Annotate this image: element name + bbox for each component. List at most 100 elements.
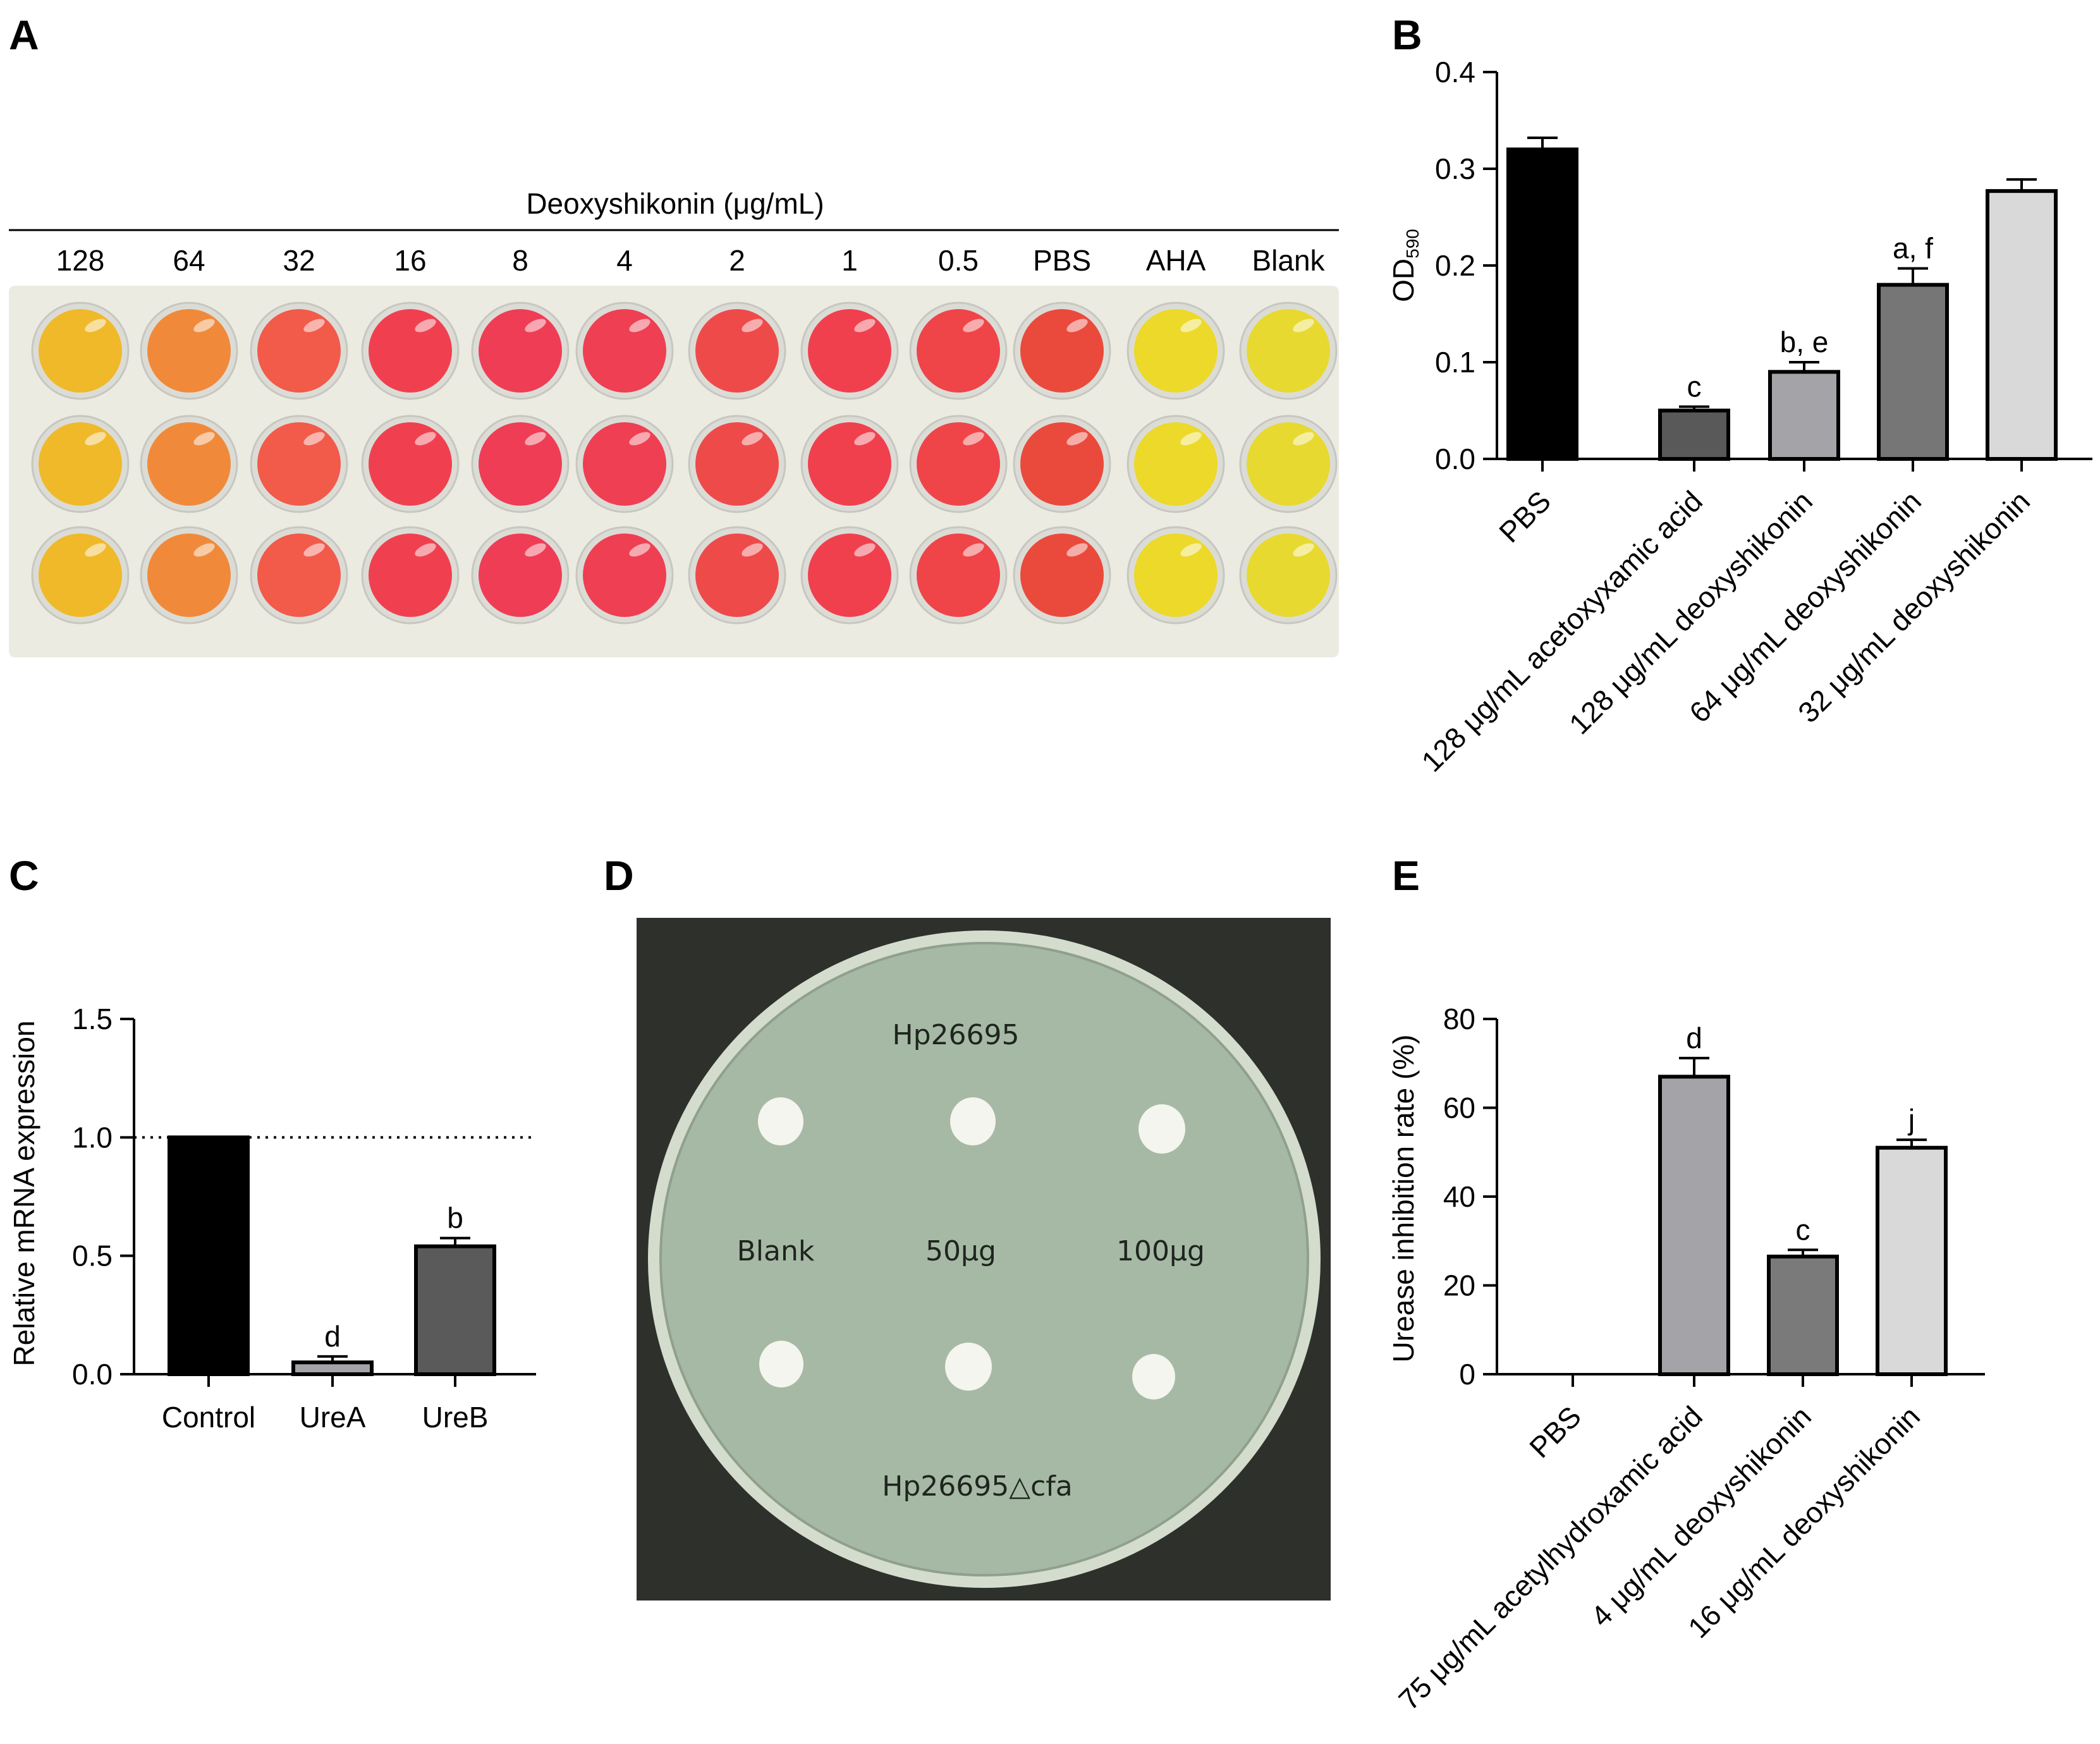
well-highlight — [415, 543, 436, 557]
well — [695, 422, 779, 506]
x-category-label: PBS — [1523, 1399, 1587, 1464]
plate-column-label: Blank — [1252, 244, 1325, 277]
well — [369, 534, 452, 617]
y-tick-label: 40 — [1443, 1180, 1475, 1213]
disc-blank-top — [758, 1097, 803, 1145]
well — [479, 534, 562, 617]
y-axis-label: Urease inhibition rate (%) — [1387, 1034, 1420, 1362]
well-highlight — [1066, 432, 1088, 446]
well — [1247, 309, 1330, 393]
significance-label: b, e — [1780, 326, 1829, 358]
y-tick-label: 0.5 — [72, 1240, 113, 1272]
y-tick-label: 0.3 — [1435, 152, 1475, 185]
well-highlight — [303, 432, 325, 446]
x-category-label: Control — [162, 1401, 255, 1434]
bar — [1658, 408, 1730, 461]
panel-e-letter: E — [1392, 852, 1420, 899]
well — [39, 309, 122, 393]
well — [39, 534, 122, 617]
petri-dish-agar — [661, 943, 1308, 1575]
well — [917, 422, 1000, 506]
well — [147, 534, 231, 617]
panel-a-letter: A — [9, 11, 39, 58]
well-highlight — [525, 319, 546, 332]
well-highlight — [742, 319, 763, 332]
plate-column-label: 8 — [512, 244, 528, 277]
well-highlight — [629, 543, 650, 557]
y-tick-label: 0.0 — [1435, 442, 1475, 475]
plate-column-label: 32 — [283, 244, 315, 277]
well-highlight — [303, 319, 325, 332]
well — [1247, 422, 1330, 506]
well — [808, 422, 891, 506]
well-highlight — [854, 432, 876, 446]
y-tick-label: 1.5 — [72, 1003, 113, 1035]
well-highlight — [1180, 543, 1202, 557]
well-highlight — [1293, 543, 1314, 557]
significance-label: d — [324, 1320, 341, 1353]
well-highlight — [854, 319, 876, 332]
panel-c: C 0.0 0.5 1.0 1.5 Relative mRNA expression Co… — [8, 852, 536, 1434]
well-highlight — [1293, 432, 1314, 446]
plate-header: Deoxyshikonin (μg/mL) — [526, 187, 824, 220]
plate-column-label: PBS — [1033, 244, 1091, 277]
well — [917, 534, 1000, 617]
bar — [1768, 370, 1840, 461]
panel-c-letter: C — [9, 852, 39, 899]
well — [479, 309, 562, 393]
significance-label: a, f — [1893, 232, 1933, 265]
label-disc-100: 100μg — [1116, 1235, 1205, 1267]
y-axis-label: Relative mRNA expression — [8, 1020, 40, 1366]
significance-label: j — [1907, 1103, 1915, 1136]
agar-edge — [659, 942, 1309, 1576]
significance-label: c — [1687, 370, 1702, 403]
well-highlight — [193, 543, 215, 557]
well — [369, 309, 452, 393]
well — [695, 534, 779, 617]
well-highlight — [629, 432, 650, 446]
y-tick-label: 0.1 — [1435, 346, 1475, 379]
well-highlight — [85, 319, 106, 332]
well-highlight — [629, 319, 650, 332]
x-category-label: 4 μg/mL deoxyshikonin — [1584, 1399, 1817, 1633]
well — [695, 309, 779, 393]
label-top-strain: Hp26695 — [893, 1019, 1020, 1051]
label-bottom-strain: Hp26695△cfa — [882, 1470, 1072, 1503]
y-tick-label: 1.0 — [72, 1121, 113, 1154]
well — [479, 422, 562, 506]
bar — [291, 1360, 374, 1376]
well — [257, 309, 341, 393]
well — [1247, 534, 1330, 617]
well — [369, 422, 452, 506]
chart-c: 0.0 0.5 1.0 1.5 Relative mRNA expression Cont… — [8, 1003, 536, 1434]
bar — [1986, 189, 2058, 461]
x-category-label: PBS — [1493, 484, 1557, 549]
well-highlight — [415, 432, 436, 446]
well — [583, 422, 666, 506]
well-highlight — [1180, 319, 1202, 332]
plate-column-label: 1 — [841, 244, 858, 277]
well-highlight — [742, 432, 763, 446]
well — [583, 534, 666, 617]
bar — [1506, 147, 1578, 461]
well — [1020, 309, 1104, 393]
plate-column-labels: 128 64 32 16 8 4 2 1 0.5 PBS AHA Blank — [56, 244, 1326, 277]
panel-b-letter: B — [1392, 11, 1422, 58]
panel-e: E 0 20 40 60 80 Urease inhibition rate (%) PBS… — [1387, 852, 1985, 1716]
plate-column-label: 0.5 — [938, 244, 979, 277]
y-tick-label: 0.2 — [1435, 249, 1475, 282]
well — [917, 309, 1000, 393]
x-category-label: UreB — [422, 1401, 489, 1434]
well — [1020, 534, 1104, 617]
well — [808, 534, 891, 617]
panel-a: A Deoxyshikonin (μg/mL) 128 64 32 16 8 4 2 1 0.5… — [9, 11, 1339, 657]
y-tick-label: 80 — [1443, 1003, 1475, 1035]
well-highlight — [85, 543, 106, 557]
well — [257, 422, 341, 506]
well — [808, 309, 891, 393]
disc-row-top — [758, 1097, 1185, 1154]
plate-column-label: 16 — [394, 244, 426, 277]
